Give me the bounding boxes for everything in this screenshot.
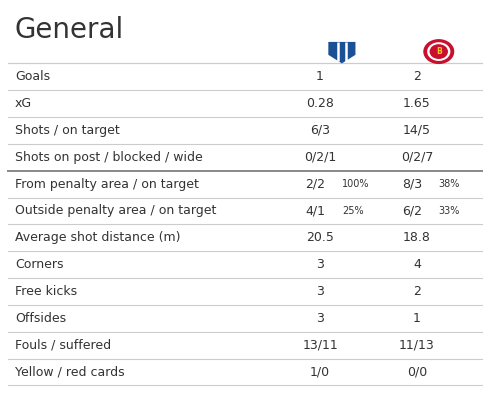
Text: 14/5: 14/5 [403,124,431,137]
Text: 4: 4 [413,258,421,271]
Text: 1: 1 [316,70,324,83]
Text: General: General [15,17,124,44]
Text: 2: 2 [413,285,421,298]
Text: 8/3: 8/3 [402,177,422,190]
Circle shape [430,44,448,59]
Text: 100%: 100% [342,179,369,189]
Text: B: B [436,47,441,56]
Text: 2/2: 2/2 [305,177,325,190]
Circle shape [423,39,454,64]
Text: 0/0: 0/0 [407,366,427,379]
Text: 4/1: 4/1 [305,204,325,217]
Text: 20.5: 20.5 [306,231,334,244]
Text: From penalty area / on target: From penalty area / on target [15,177,199,190]
Text: 11/13: 11/13 [399,339,435,352]
Text: Fouls / suffered: Fouls / suffered [15,339,111,352]
Text: Free kicks: Free kicks [15,285,77,298]
Text: 38%: 38% [439,179,460,189]
Text: 0.28: 0.28 [306,97,334,110]
Text: Outside penalty area / on target: Outside penalty area / on target [15,204,216,217]
Text: 1: 1 [413,312,421,325]
Text: Average shot distance (m): Average shot distance (m) [15,231,180,244]
Text: 0/2/7: 0/2/7 [401,151,433,164]
Text: Yellow / red cards: Yellow / red cards [15,366,124,379]
Text: Shots on post / blocked / wide: Shots on post / blocked / wide [15,151,203,164]
Text: 25%: 25% [342,206,364,216]
Text: Shots / on target: Shots / on target [15,124,120,137]
Text: Goals: Goals [15,70,50,83]
Text: 3: 3 [316,285,324,298]
Text: 3: 3 [316,312,324,325]
Text: 3: 3 [316,258,324,271]
Text: 1.65: 1.65 [403,97,431,110]
Text: 13/11: 13/11 [302,339,338,352]
Text: 2: 2 [413,70,421,83]
Text: xG: xG [15,97,32,110]
Polygon shape [328,42,355,63]
Text: 6/3: 6/3 [310,124,330,137]
Text: Offsides: Offsides [15,312,66,325]
Text: 6/2: 6/2 [402,204,422,217]
Text: Corners: Corners [15,258,63,271]
Text: 1/0: 1/0 [310,366,330,379]
Text: 33%: 33% [439,206,460,216]
Text: 0/2/1: 0/2/1 [304,151,336,164]
Circle shape [427,42,450,61]
Text: 18.8: 18.8 [403,231,431,244]
